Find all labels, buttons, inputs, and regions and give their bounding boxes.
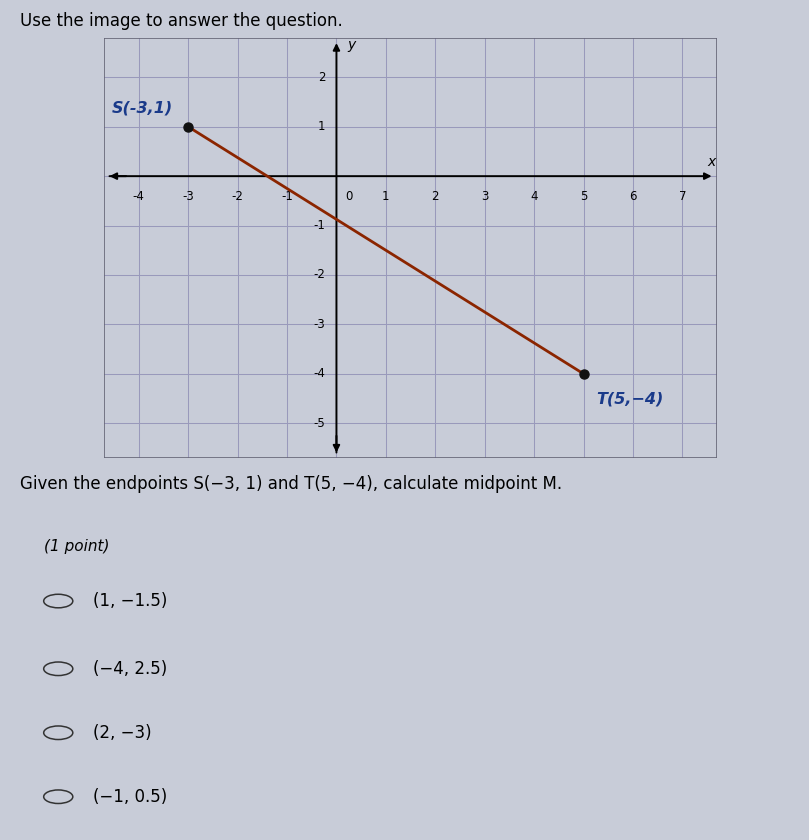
Text: (−1, 0.5): (−1, 0.5) xyxy=(93,788,167,806)
Text: Given the endpoints S(−3, 1) and T(5, −4), calculate midpoint M.: Given the endpoints S(−3, 1) and T(5, −4… xyxy=(20,475,562,493)
Text: -1: -1 xyxy=(314,219,325,232)
Text: 1: 1 xyxy=(318,120,325,134)
Text: S(-3,1): S(-3,1) xyxy=(112,101,173,116)
Text: -3: -3 xyxy=(182,190,194,203)
Text: -4: -4 xyxy=(133,190,145,203)
Text: -3: -3 xyxy=(314,318,325,331)
Text: -1: -1 xyxy=(281,190,293,203)
Text: 5: 5 xyxy=(580,190,587,203)
Text: y: y xyxy=(347,38,355,52)
Text: 3: 3 xyxy=(481,190,489,203)
Text: 0: 0 xyxy=(345,190,353,203)
Text: (2, −3): (2, −3) xyxy=(93,724,151,742)
Text: Use the image to answer the question.: Use the image to answer the question. xyxy=(20,12,343,29)
Text: -2: -2 xyxy=(231,190,244,203)
Text: 2: 2 xyxy=(318,71,325,84)
Text: -4: -4 xyxy=(314,367,325,381)
Text: (−4, 2.5): (−4, 2.5) xyxy=(93,659,167,678)
Text: 4: 4 xyxy=(531,190,538,203)
Text: 1: 1 xyxy=(382,190,390,203)
Text: -5: -5 xyxy=(314,417,325,430)
Text: T(5,−4): T(5,−4) xyxy=(596,391,663,406)
Text: -2: -2 xyxy=(314,269,325,281)
Text: (1, −1.5): (1, −1.5) xyxy=(93,592,167,610)
Text: x: x xyxy=(708,155,716,170)
Text: 6: 6 xyxy=(629,190,637,203)
Text: 7: 7 xyxy=(679,190,686,203)
Text: (1 point): (1 point) xyxy=(44,539,110,554)
Text: 2: 2 xyxy=(431,190,439,203)
